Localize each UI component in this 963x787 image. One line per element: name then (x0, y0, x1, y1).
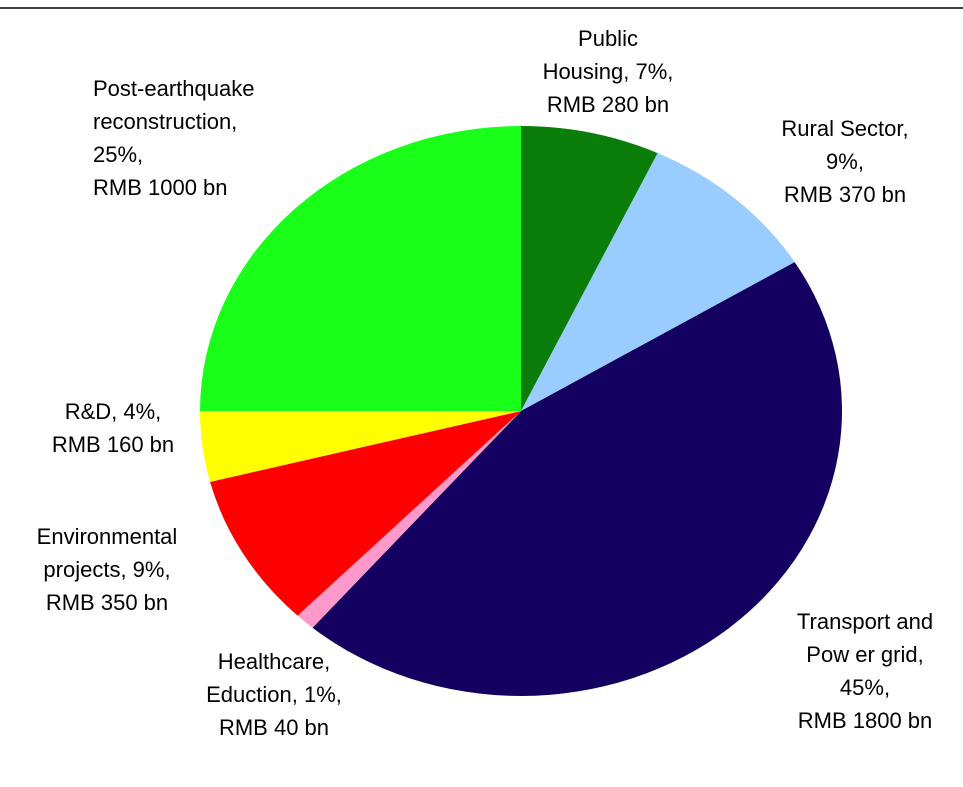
pie-slice (200, 126, 521, 411)
slice-label: Transport and (797, 609, 933, 634)
slice-label: Rural Sector, (781, 116, 908, 141)
pie-slice (312, 262, 842, 696)
slice-label: RMB 160 bn (52, 432, 174, 457)
slice-label: Healthcare, (218, 649, 331, 674)
slice-label: reconstruction, (93, 109, 237, 134)
slice-label: RMB 350 bn (46, 590, 168, 615)
slice-label: 25%, (93, 142, 143, 167)
slice-label: Environmental (37, 524, 178, 549)
pie-slice (297, 411, 521, 628)
slice-label: RMB 280 bn (547, 92, 669, 117)
slice-label: Post-earthquake (93, 76, 254, 101)
slice-label: Public (578, 26, 638, 51)
slice-label: RMB 40 bn (219, 715, 329, 740)
slice-label: RMB 1000 bn (93, 175, 228, 200)
pie-slice (210, 411, 521, 616)
slice-label: R&D, 4%, (65, 399, 162, 424)
slice-label: Housing, 7%, (543, 59, 674, 84)
slice-label: 45%, (840, 675, 890, 700)
slice-label: Eduction, 1%, (206, 682, 342, 707)
pie-slice (521, 153, 795, 412)
slice-label: projects, 9%, (43, 557, 170, 582)
slice-label: Pow er grid, (806, 642, 923, 667)
slice-label: RMB 370 bn (784, 182, 906, 207)
slice-label: 9%, (826, 149, 864, 174)
pie-slice (200, 411, 521, 482)
slice-label: RMB 1800 bn (798, 708, 933, 733)
pie-slice (521, 126, 658, 411)
